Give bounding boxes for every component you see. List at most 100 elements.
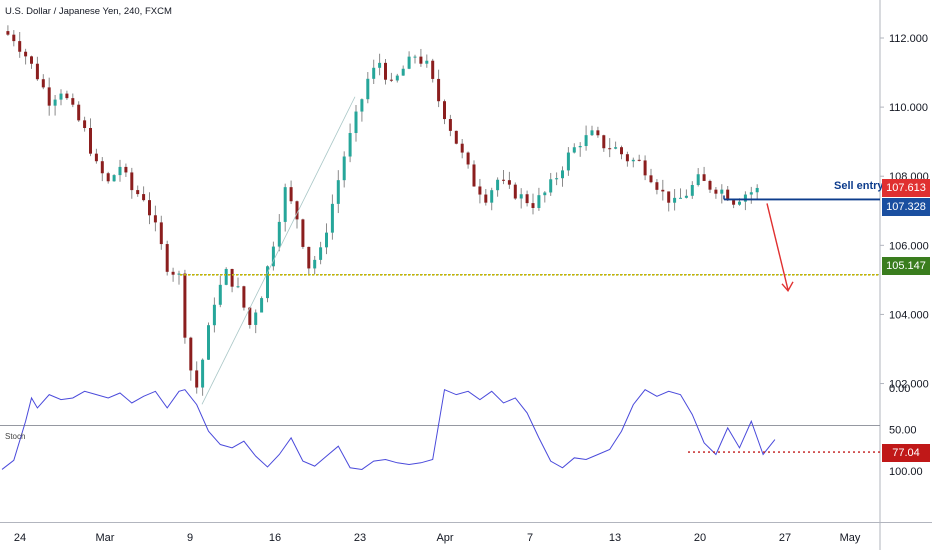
candle-body xyxy=(224,268,228,285)
candle-body xyxy=(348,133,352,157)
candle-body xyxy=(519,194,523,199)
candle-body xyxy=(301,219,305,247)
candle-body xyxy=(696,174,700,186)
candle-body xyxy=(437,78,441,102)
candle-body xyxy=(679,197,682,199)
candle-body xyxy=(112,175,116,182)
candle-body xyxy=(401,68,405,76)
candle-body xyxy=(413,56,417,58)
candle-body xyxy=(507,180,511,185)
stoch-level-tag: 77.04 xyxy=(882,444,930,462)
time-tick-label: 27 xyxy=(779,532,791,544)
candle-body xyxy=(24,51,28,57)
candle-body xyxy=(549,179,553,193)
candle-body xyxy=(478,186,482,195)
candle-body xyxy=(325,232,328,248)
candle-body xyxy=(531,203,535,208)
candle-body xyxy=(743,194,747,202)
candle-body xyxy=(242,286,246,308)
candle-body xyxy=(702,174,706,181)
candle-body xyxy=(30,56,33,64)
candle-body xyxy=(89,128,92,154)
candle-body xyxy=(35,63,39,80)
candle-body xyxy=(6,31,10,35)
time-tick-label: 16 xyxy=(269,532,281,544)
candle-body xyxy=(643,160,647,176)
target-arrow-shaft xyxy=(766,203,789,290)
candle-body xyxy=(714,189,718,194)
candle-body xyxy=(260,298,264,313)
candle-body xyxy=(277,221,281,247)
candle-body xyxy=(124,166,128,173)
candle-body xyxy=(142,194,146,201)
candle-body xyxy=(755,187,759,193)
candle-body xyxy=(555,178,559,180)
price-tick-label: 102.000 xyxy=(889,379,929,391)
symbol-title: U.S. Dollar / Japanese Yen, 240, FXCM xyxy=(5,6,172,17)
candle-body xyxy=(726,189,730,201)
candle-body xyxy=(572,147,576,153)
candle-body xyxy=(230,268,234,287)
candle-body xyxy=(12,34,16,42)
candle-body xyxy=(460,143,464,153)
candle-body xyxy=(684,195,688,198)
candle-body xyxy=(148,200,151,216)
sell-entry-label: Sell entry xyxy=(834,180,884,192)
candle-body xyxy=(18,41,22,52)
candle-body xyxy=(171,271,175,275)
candle-body xyxy=(466,152,470,165)
candle-body xyxy=(354,111,358,134)
candle-body xyxy=(566,152,570,171)
candle-body xyxy=(472,164,476,187)
price-tick-label: 110.000 xyxy=(889,102,928,114)
candle-body xyxy=(159,222,163,245)
candle-body xyxy=(207,325,210,360)
candle-body xyxy=(342,156,346,181)
candle-body xyxy=(454,130,458,144)
candle-body xyxy=(59,93,63,100)
candle-body xyxy=(537,195,541,208)
target-price-tag: 105.147 xyxy=(882,257,930,275)
time-tick-label: 24 xyxy=(14,532,26,544)
candle-body xyxy=(372,67,376,79)
candle-body xyxy=(631,159,635,162)
candle-body xyxy=(590,130,594,136)
candle-body xyxy=(183,273,187,338)
candle-body xyxy=(384,62,387,80)
candle-body xyxy=(218,284,222,305)
candle-body xyxy=(578,146,582,148)
candle-body xyxy=(130,172,134,191)
candle-body xyxy=(395,75,399,81)
candle-body xyxy=(289,187,293,202)
candle-body xyxy=(602,135,606,149)
stoch-line xyxy=(1,388,776,470)
candle-body xyxy=(313,259,317,269)
candle-body xyxy=(720,189,724,194)
candle-body xyxy=(330,203,334,233)
time-tick-label: May xyxy=(840,532,861,544)
candle-body xyxy=(153,215,157,223)
candle-body xyxy=(443,101,446,120)
candle-body xyxy=(366,78,370,100)
candle-body xyxy=(655,182,659,190)
candle-body xyxy=(65,93,69,99)
candle-body xyxy=(419,56,423,64)
candle-body xyxy=(307,246,311,269)
candle-body xyxy=(490,190,494,203)
candle-body xyxy=(525,194,529,204)
candle-body xyxy=(201,359,205,388)
time-tick-label: 20 xyxy=(694,532,706,544)
candle-body xyxy=(177,273,181,275)
candle-body xyxy=(271,246,275,267)
price-tick-label: 106.000 xyxy=(889,240,929,252)
candle-body xyxy=(106,173,110,182)
candle-body xyxy=(283,187,287,222)
candle-body xyxy=(484,194,488,203)
price-tick-label: 112.000 xyxy=(889,33,928,45)
candle-body xyxy=(649,175,653,183)
candle-body xyxy=(71,98,75,105)
candle-body xyxy=(319,247,323,260)
candle-body xyxy=(431,60,435,79)
trendline xyxy=(201,96,356,405)
stoch-tick-label: 0.00 xyxy=(889,383,910,395)
